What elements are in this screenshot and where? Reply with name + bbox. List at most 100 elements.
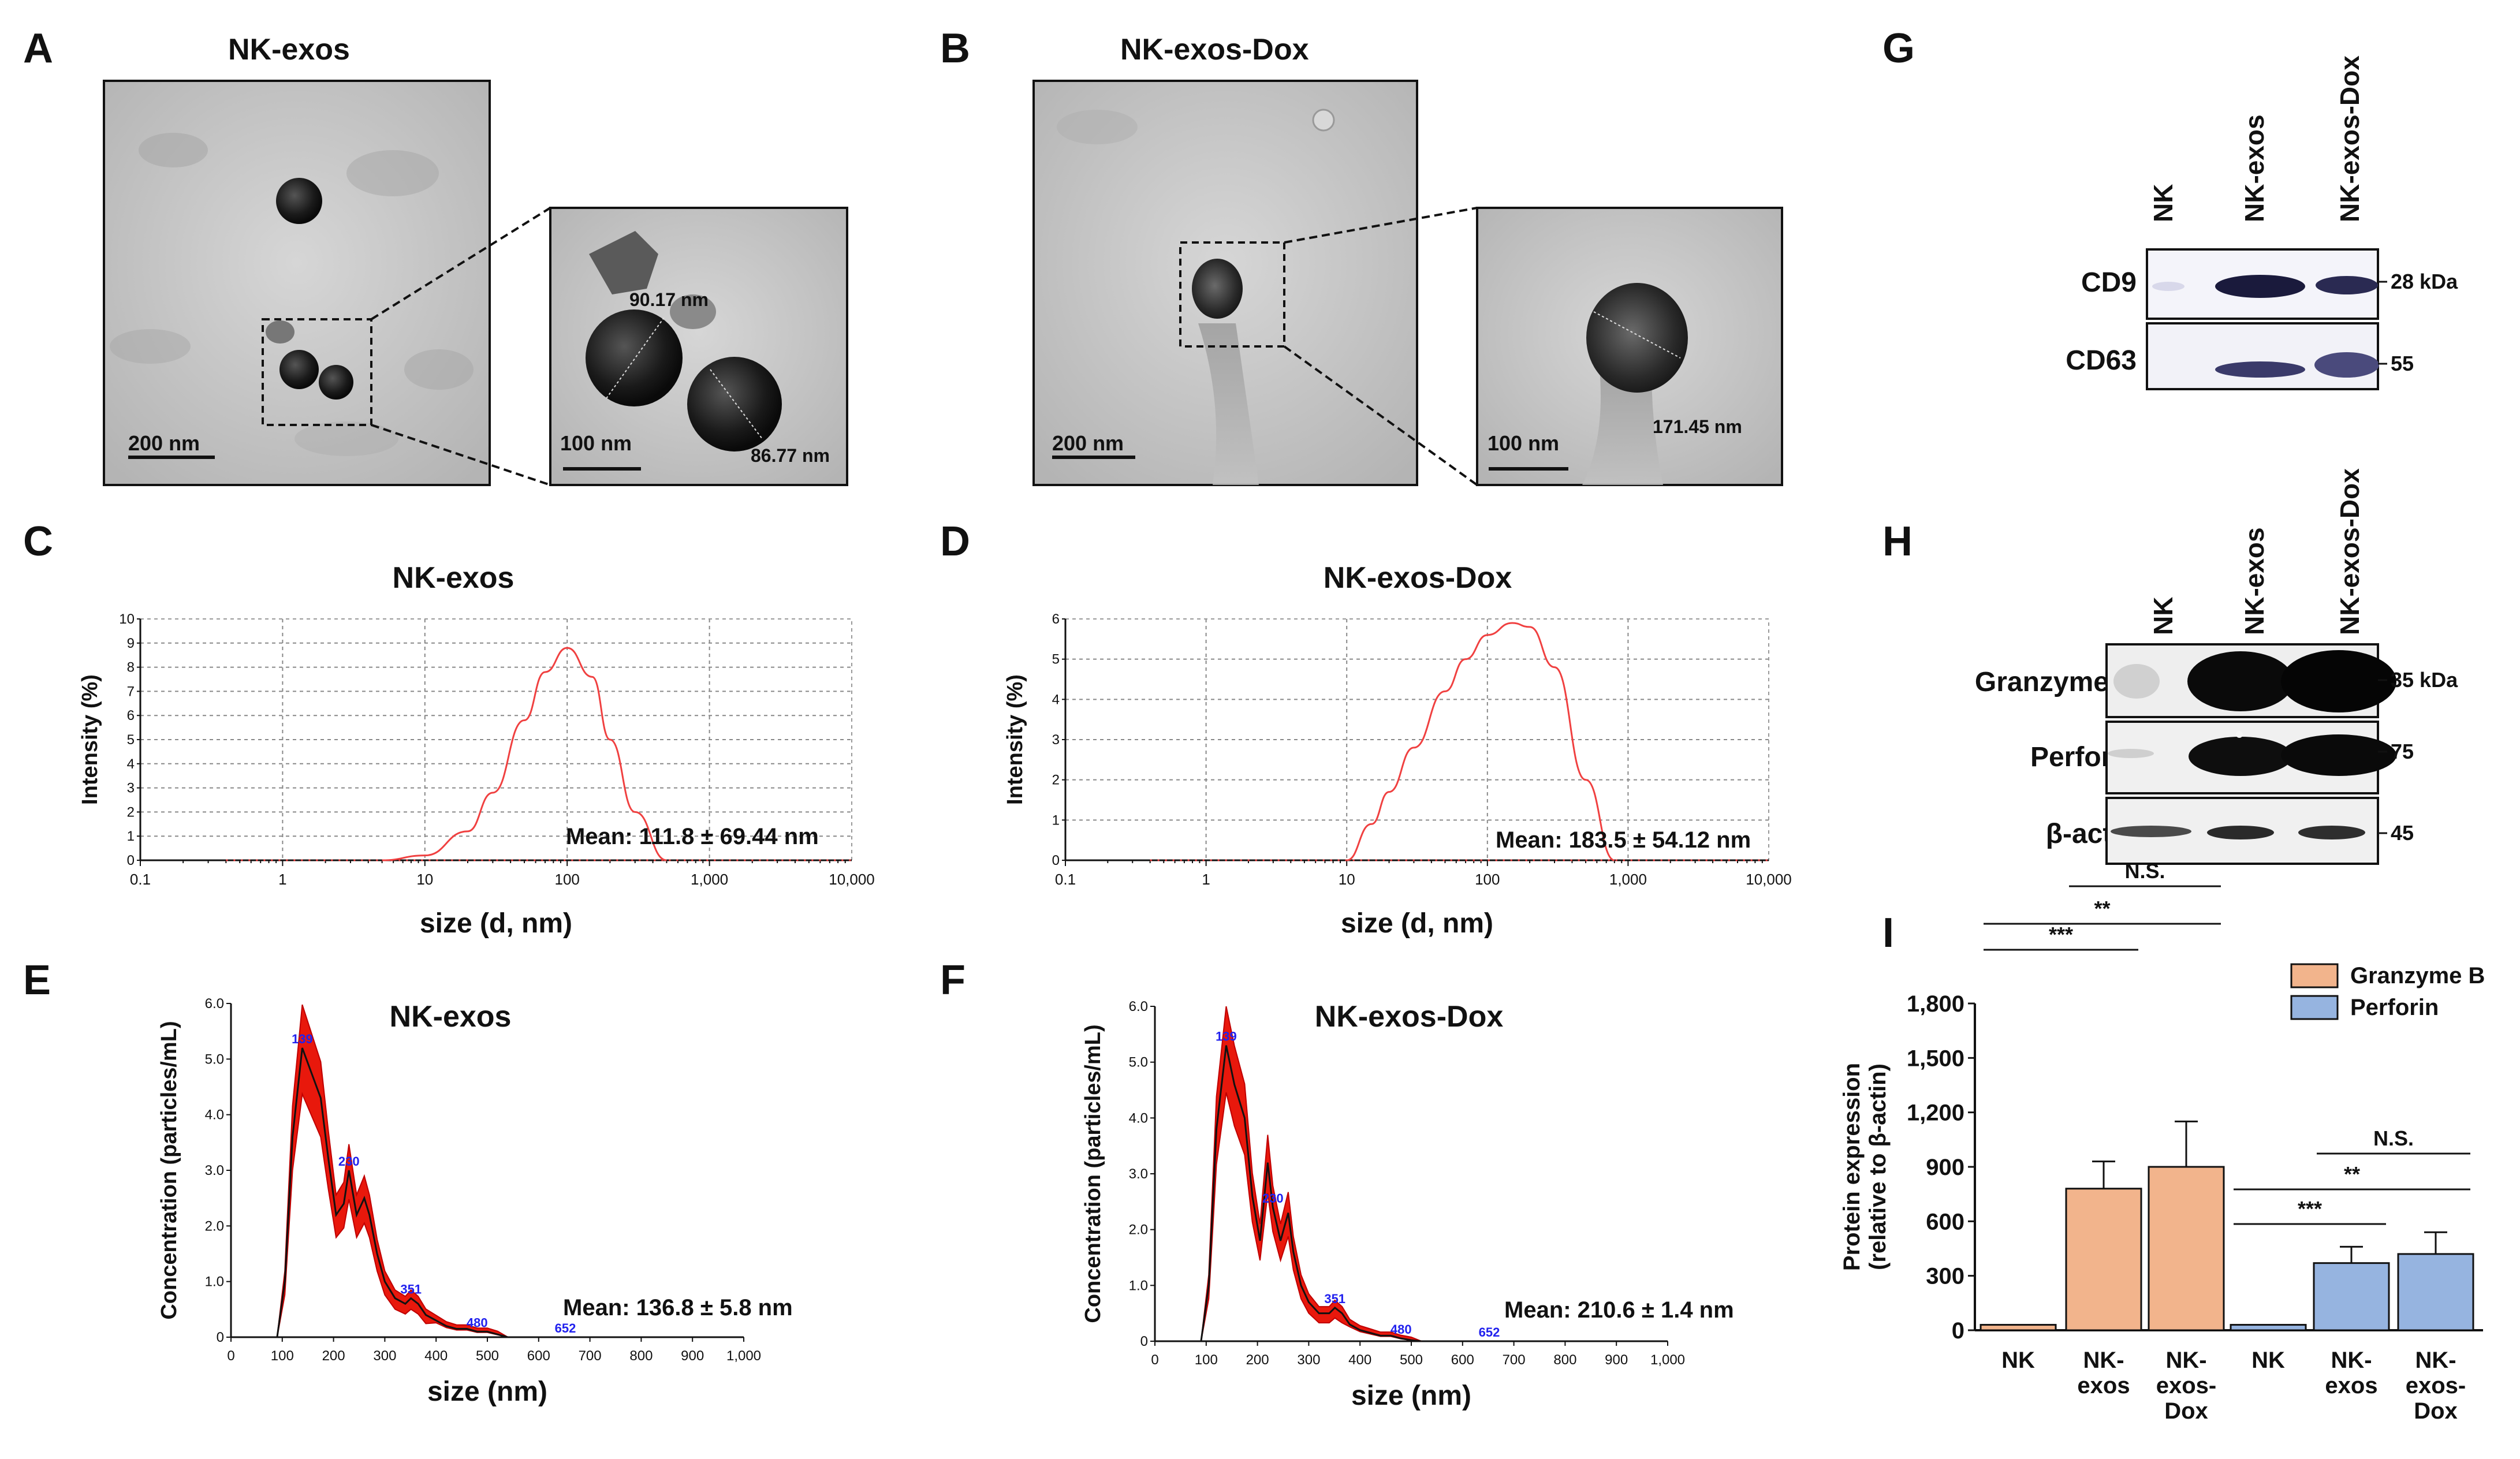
- y-tick-label: 1,800: [1907, 991, 1964, 1017]
- y-tick-label: 0: [217, 1330, 224, 1345]
- y-axis-title-line1: Protein expression: [1839, 1063, 1865, 1271]
- plot-frame: [140, 618, 852, 861]
- significance-label: ***: [2298, 1197, 2322, 1221]
- wb-row-label: CD9: [2081, 267, 2137, 298]
- measure-b-1: 171.45 nm: [1653, 416, 1742, 437]
- x-category-label: NK-: [2165, 1348, 2206, 1373]
- x-category-label: exos: [2325, 1373, 2377, 1398]
- legend-swatch: [2290, 963, 2339, 988]
- significance-label: ***: [2049, 923, 2073, 946]
- measure-a-1: 90.17 nm: [629, 289, 709, 310]
- y-tick-label: 1,200: [1907, 1100, 1964, 1126]
- concentration-mean-line: [1155, 1045, 1422, 1342]
- y-tick-label: 9: [127, 636, 135, 651]
- nta-chart-f: 0 1.0 2.0 3.0 4.0 5.0 6.0 0 100 200 300 400 500 600 70…: [1081, 999, 1734, 1411]
- peak-label: 480: [467, 1315, 488, 1330]
- bar-granzyme-b: [1980, 1324, 2057, 1331]
- bar-chart-i: 0 300 600 900 1,200 1,500 1,800 Protein express…: [1839, 859, 2485, 1424]
- x-category-label: Dox: [2164, 1398, 2208, 1424]
- x-tick-label: 1,000: [726, 1348, 761, 1364]
- x-tick-label: 0.1: [130, 871, 151, 888]
- intensity-curve: [1346, 622, 1615, 861]
- y-tick-label: 0: [127, 853, 135, 868]
- measure-a-2: 86.77 nm: [751, 445, 830, 466]
- tem-title-a: NK-exos: [228, 33, 350, 66]
- x-tick-label: 900: [681, 1348, 704, 1364]
- mean-annotation: Mean: 111.8 ± 69.44 nm: [566, 824, 819, 849]
- y-tick-label: 4: [127, 756, 135, 772]
- y-tick-label: 1.0: [1129, 1278, 1148, 1293]
- intensity-curve: [382, 647, 667, 861]
- scale-bar-a-zoom: 100 nm: [560, 431, 632, 455]
- x-tick-label: 300: [1297, 1352, 1320, 1368]
- dls-title-c: NK-exos: [393, 561, 515, 595]
- scale-bar-b-main: 200 nm: [1052, 431, 1124, 455]
- bar-granzyme-b: [2148, 1166, 2225, 1331]
- peak-label: 139: [1216, 1029, 1237, 1044]
- x-tick-label: 100: [1195, 1352, 1218, 1368]
- y-tick-label: 6: [1052, 611, 1060, 627]
- x-axis-title: size (d, nm): [1341, 908, 1493, 939]
- peak-label: 230: [338, 1154, 360, 1169]
- y-tick-label: 2.0: [205, 1218, 224, 1234]
- panel-label-e: E: [23, 957, 51, 1003]
- significance-label: N.S.: [2373, 1126, 2414, 1150]
- x-tick-label: 100: [1475, 871, 1500, 888]
- peak-label: 652: [1479, 1325, 1500, 1339]
- x-tick-label: 800: [1553, 1352, 1576, 1368]
- panel-label-h: H: [1882, 518, 1913, 565]
- y-tick-label: 6.0: [1129, 999, 1148, 1014]
- blot-cd9: [2146, 248, 2379, 320]
- y-tick-label: 7: [127, 684, 135, 699]
- x-category-label: NK-: [2083, 1348, 2124, 1373]
- y-tick-label: 10: [119, 611, 135, 627]
- y-tick-label: 1: [127, 829, 135, 844]
- concentration-mean-line: [231, 1047, 508, 1338]
- panel-label-g: G: [1882, 25, 1915, 72]
- peak-label: 351: [1324, 1292, 1345, 1306]
- x-axis-title: size (d, nm): [420, 908, 572, 939]
- x-tick-label: 1: [278, 871, 286, 888]
- x-tick-label: 200: [322, 1348, 345, 1364]
- significance-label: **: [2344, 1162, 2360, 1186]
- significance-label: N.S.: [2124, 859, 2165, 883]
- x-category-label: exos: [2077, 1373, 2130, 1398]
- peak-label: 652: [555, 1321, 576, 1335]
- x-tick-label: 900: [1605, 1352, 1628, 1368]
- y-tick-label: 900: [1926, 1155, 1964, 1180]
- y-tick-label: 8: [127, 660, 135, 676]
- lane-label: NK-exos: [2239, 114, 2269, 222]
- nta-title-f: NK-exos-Dox: [1315, 1000, 1504, 1033]
- x-tick-label: 600: [527, 1348, 550, 1364]
- y-tick-label: 3: [1052, 732, 1060, 748]
- x-tick-label: 10,000: [829, 871, 875, 888]
- y-axis-title: Concentration (particles/mL): [157, 1021, 181, 1319]
- y-tick-label: 600: [1926, 1209, 1964, 1234]
- x-tick-label: 1,000: [1609, 871, 1647, 888]
- mw-label: 55: [2391, 352, 2414, 375]
- nta-chart-e: 0 1.0 2.0 3.0 4.0 5.0 6.0 0 100 200 300 400 500 600 70…: [157, 996, 793, 1407]
- y-tick-label: 5: [127, 732, 135, 748]
- x-tick-label: 500: [476, 1348, 499, 1364]
- lane-label: NK-exos-Dox: [2335, 55, 2365, 222]
- y-axis-title: Intensity (%): [1003, 674, 1027, 805]
- y-tick-label: 0: [1952, 1318, 1964, 1344]
- tem-image-a-zoom: [549, 207, 848, 486]
- y-axis-title: Concentration (particles/mL): [1081, 1024, 1105, 1323]
- lane-label: NK-exos: [2239, 527, 2269, 635]
- mw-label: 75: [2391, 740, 2414, 763]
- x-tick-label: 10: [416, 871, 433, 888]
- x-tick-label: 0.1: [1055, 871, 1076, 888]
- legend-label: Granzyme B: [2350, 963, 2485, 988]
- y-tick-label: 4.0: [205, 1107, 224, 1123]
- x-tick-label: 500: [1400, 1352, 1423, 1368]
- dls-chart-d: 0 1 2 3 4 5 6 0.1 1 10 100 1,000 10,000 Mean: 183.5 ±…: [1003, 611, 1792, 939]
- y-tick-label: 0: [1052, 853, 1060, 868]
- y-tick-label: 3.0: [1129, 1166, 1148, 1182]
- mean-annotation: Mean: 136.8 ± 5.8 nm: [563, 1295, 793, 1320]
- y-tick-label: 4.0: [1129, 1110, 1148, 1126]
- x-tick-label: 0: [1151, 1352, 1158, 1368]
- x-tick-label: 100: [271, 1348, 294, 1364]
- mean-annotation: Mean: 210.6 ± 1.4 nm: [1504, 1297, 1734, 1323]
- x-tick-label: 0: [227, 1348, 234, 1364]
